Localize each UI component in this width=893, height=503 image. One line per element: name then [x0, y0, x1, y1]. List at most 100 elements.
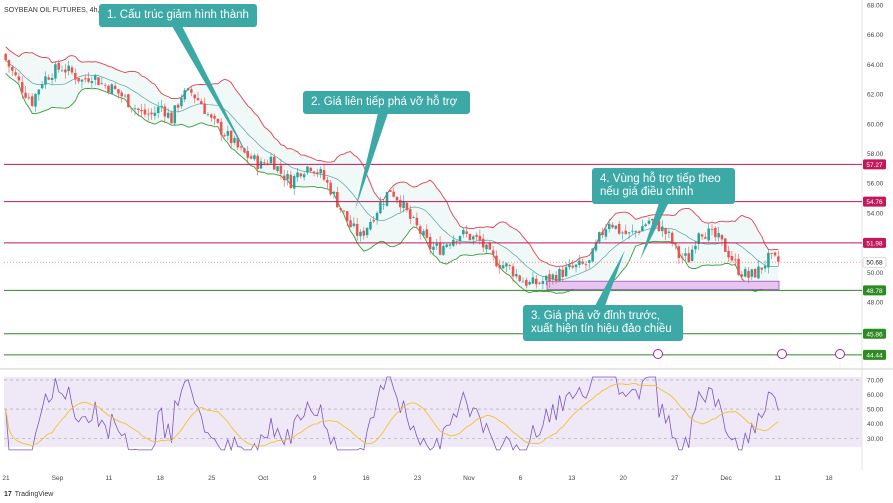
time-tick-label: 9 — [313, 475, 317, 482]
level-label-54.76: 54.76 — [866, 199, 883, 206]
candle-body — [44, 76, 47, 85]
level-tag-44.44 — [863, 349, 886, 360]
callout-1: 1. Cấu trúc giảm hình thành — [99, 4, 257, 27]
candle-body — [717, 233, 720, 238]
candle-body — [495, 255, 498, 267]
candle-body — [64, 69, 67, 73]
candle-body — [637, 231, 641, 233]
candle-body — [737, 258, 740, 275]
candle-body — [505, 263, 508, 267]
time-tick-label: 11 — [106, 475, 113, 482]
candle-body — [777, 256, 780, 262]
candle-body — [146, 113, 150, 115]
candle-body — [239, 146, 243, 148]
candle-body — [445, 244, 448, 247]
level-label-51.98: 51.98 — [866, 240, 883, 247]
candle-body — [17, 76, 21, 81]
callout-3: 3. Giá phá vỡ đỉnh trước, xuất hiện tín … — [523, 305, 683, 341]
candle-body — [591, 248, 594, 262]
candle-body — [710, 229, 714, 230]
time-tick-label: 20 — [620, 475, 628, 482]
candle-body — [332, 191, 336, 194]
candle-body — [724, 238, 727, 252]
candle-body — [624, 230, 628, 234]
rsi-tick-label: 50.00 — [867, 407, 884, 414]
callout-3-line2: xuất hiện tín hiệu đảo chiều — [531, 323, 672, 335]
candle-body — [336, 192, 339, 208]
price-tick-label: 58.00 — [867, 151, 884, 158]
candle-body — [647, 220, 651, 224]
candle-body — [166, 112, 170, 118]
candle-body — [571, 265, 574, 268]
price-tick-label: 60.00 — [867, 121, 884, 128]
price-tick-label: 64.00 — [867, 62, 884, 69]
candle-body — [644, 224, 647, 226]
candle-body — [465, 231, 468, 234]
candle-body — [256, 155, 259, 169]
callout-2-pointer — [355, 113, 388, 210]
candle-body — [196, 98, 200, 101]
candle-body — [47, 77, 51, 80]
candle-body — [515, 274, 518, 277]
price-tick-label: 54.00 — [867, 210, 884, 217]
time-tick-label: 13 — [568, 475, 576, 482]
candle-body — [236, 137, 240, 148]
price-tick-label: 62.00 — [867, 92, 884, 99]
candle-body — [103, 84, 107, 86]
candle-body — [213, 116, 216, 119]
candle-body — [694, 245, 697, 250]
candle-body — [588, 260, 591, 263]
candle-body — [34, 93, 37, 107]
candle-body — [349, 220, 352, 228]
candle-body — [40, 84, 44, 89]
candle-body — [631, 230, 634, 232]
candle-body — [253, 155, 256, 160]
candle-body — [531, 277, 535, 284]
candle-body — [657, 220, 661, 232]
candle-body — [627, 232, 631, 234]
candle-body — [276, 166, 279, 172]
candle-body — [365, 227, 369, 236]
price-tick-label: 48.00 — [867, 300, 884, 307]
candle-body — [100, 83, 104, 85]
candle-body — [326, 179, 329, 183]
candle-body — [720, 234, 724, 240]
price-pane[interactable] — [4, 46, 780, 294]
candle-body — [229, 130, 233, 144]
time-tick-label: Dec — [720, 475, 732, 482]
candle-body — [50, 77, 54, 80]
candle-body — [70, 67, 74, 73]
candle-body — [117, 89, 120, 94]
candle-body — [714, 227, 717, 238]
rsi-tick-label: 70.00 — [867, 377, 884, 384]
candle-body — [561, 269, 565, 278]
candle-body — [700, 234, 704, 237]
candle-body — [621, 232, 624, 234]
bollinger-basis — [5, 59, 779, 281]
candle-body — [488, 242, 492, 250]
candle-body — [279, 165, 283, 174]
candle-body — [223, 135, 226, 137]
candle-body — [54, 64, 57, 79]
level-tag-51.98 — [863, 237, 886, 248]
callout-2: 2. Giá liên tiếp phá vỡ hỗ trợ — [303, 91, 470, 114]
candle-body — [385, 192, 389, 206]
rsi-pane[interactable] — [4, 376, 862, 452]
callout-4-pointer — [640, 200, 670, 260]
candle-body — [160, 105, 163, 108]
bollinger-lower — [5, 73, 779, 294]
candle-body — [375, 212, 379, 220]
candle-body — [190, 89, 193, 93]
candle-body — [389, 190, 392, 192]
rsi-ma-line — [5, 383, 779, 447]
price-tick-label: 50.00 — [867, 270, 884, 277]
candle-body — [601, 231, 604, 236]
candle-body — [186, 88, 190, 90]
candle-body — [418, 226, 422, 234]
candle-body — [564, 267, 568, 277]
symbol-title: SOYBEAN OIL FUTURES, 4h, CBOT — [4, 7, 121, 14]
tradingview-logo: 17 — [4, 491, 12, 498]
candle-body — [233, 137, 236, 143]
price-tick-label: 66.00 — [867, 32, 884, 39]
